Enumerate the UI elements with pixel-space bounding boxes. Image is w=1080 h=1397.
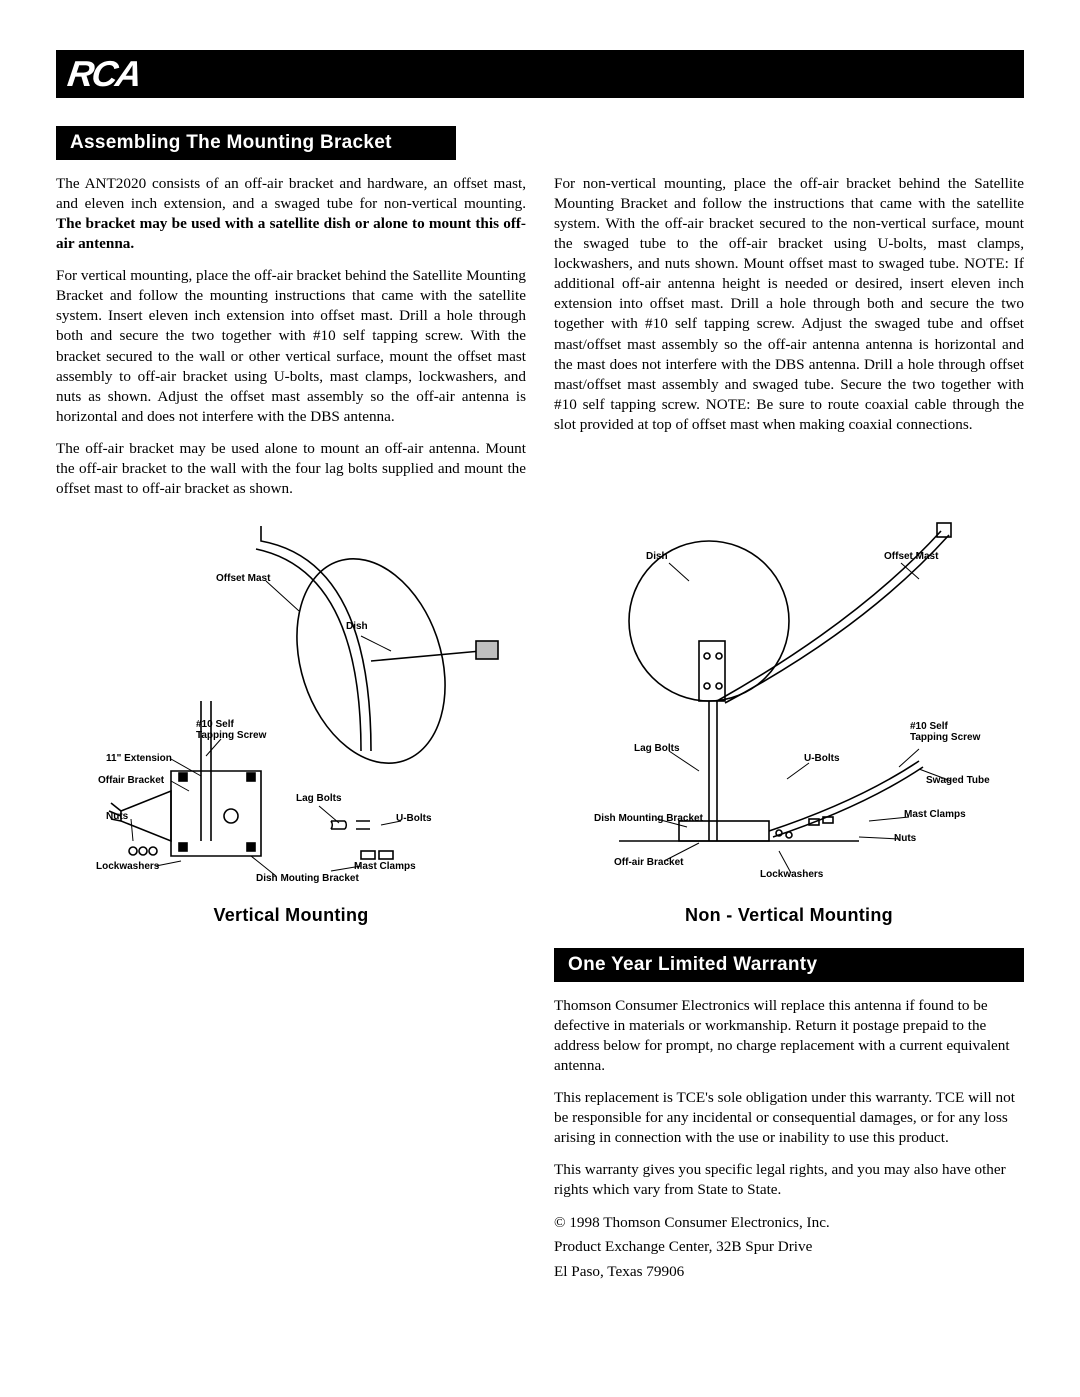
label-r-lockw: Lockwashers xyxy=(760,869,823,880)
para-left-1a: The ANT2020 consists of an off-air brack… xyxy=(56,175,526,212)
section-header-warranty: One Year Limited Warranty xyxy=(554,948,1024,982)
label-extension: 11" Extension xyxy=(106,753,172,764)
section-header-assembling: Assembling The Mounting Bracket xyxy=(56,126,456,160)
label-r-ubolts: U-Bolts xyxy=(804,753,840,764)
caption-vertical: Vertical Mounting xyxy=(213,905,368,926)
warranty-p1: Thomson Consumer Electronics will replac… xyxy=(554,996,1024,1076)
label-r-nuts: Nuts xyxy=(894,833,916,844)
diagram-nonvertical: Dish Offset Mast #10 Self Tapping Screw … xyxy=(554,521,1024,901)
caption-nonvertical: Non - Vertical Mounting xyxy=(685,905,893,926)
diagram-nonvertical-svg xyxy=(554,521,1024,901)
label-nuts: Nuts xyxy=(106,811,128,822)
label-lag-bolts: Lag Bolts xyxy=(296,793,342,804)
diagram-vertical: Offset Mast Dish #10 Self Tapping Screw … xyxy=(56,521,526,901)
label-r-swaged: Swaged Tube xyxy=(926,775,990,786)
diagram-row: Offset Mast Dish #10 Self Tapping Screw … xyxy=(56,521,1024,926)
warranty-addr3: El Paso, Texas 79906 xyxy=(554,1262,1024,1283)
para-left-2: For vertical mounting, place the off-air… xyxy=(56,266,526,427)
label-r-tapping: #10 Self Tapping Screw xyxy=(910,721,980,743)
para-left-1: The ANT2020 consists of an off-air brack… xyxy=(56,174,526,254)
label-lockwashers: Lockwashers xyxy=(96,861,159,872)
brand-bar: RCA xyxy=(56,50,1024,98)
para-left-3: The off-air bracket may be used alone to… xyxy=(56,439,526,499)
warranty-row: One Year Limited Warranty Thomson Consum… xyxy=(56,926,1024,1282)
label-tapping: #10 Self Tapping Screw xyxy=(196,719,266,741)
label-offair-bracket: Offair Bracket xyxy=(98,775,164,786)
diagram-nonvertical-cell: Dish Offset Mast #10 Self Tapping Screw … xyxy=(554,521,1024,926)
brand-logo: RCA xyxy=(65,53,143,95)
label-offset-mast: Offset Mast xyxy=(216,573,270,584)
warranty-spacer xyxy=(56,926,526,1282)
label-r-dish-bracket: Dish Mounting Bracket xyxy=(594,813,703,824)
diagram-vertical-cell: Offset Mast Dish #10 Self Tapping Screw … xyxy=(56,521,526,926)
para-left-1b: The bracket may be used with a satellite… xyxy=(56,215,526,252)
label-r-offair: Off-air Bracket xyxy=(614,857,683,868)
warranty-p2: This replacement is TCE's sole obligatio… xyxy=(554,1088,1024,1148)
right-column: For non-vertical mounting, place the off… xyxy=(554,174,1024,511)
label-r-dish: Dish xyxy=(646,551,668,562)
text-columns: The ANT2020 consists of an off-air brack… xyxy=(56,174,1024,511)
warranty-p3: This warranty gives you specific legal r… xyxy=(554,1160,1024,1200)
label-mast-clamps: Mast Clamps xyxy=(354,861,416,872)
diagram-vertical-svg xyxy=(56,521,526,901)
label-r-offset-mast: Offset Mast xyxy=(884,551,938,562)
para-right-1: For non-vertical mounting, place the off… xyxy=(554,174,1024,435)
warranty-addr2: Product Exchange Center, 32B Spur Drive xyxy=(554,1237,1024,1258)
warranty-column: One Year Limited Warranty Thomson Consum… xyxy=(554,948,1024,1282)
label-r-mast-clamps: Mast Clamps xyxy=(904,809,966,820)
label-dish: Dish xyxy=(346,621,368,632)
left-column: The ANT2020 consists of an off-air brack… xyxy=(56,174,526,511)
warranty-addr1: © 1998 Thomson Consumer Electronics, Inc… xyxy=(554,1213,1024,1234)
label-dish-bracket: Dish Mouting Bracket xyxy=(256,873,359,884)
label-r-lag: Lag Bolts xyxy=(634,743,680,754)
label-u-bolts: U-Bolts xyxy=(396,813,432,824)
